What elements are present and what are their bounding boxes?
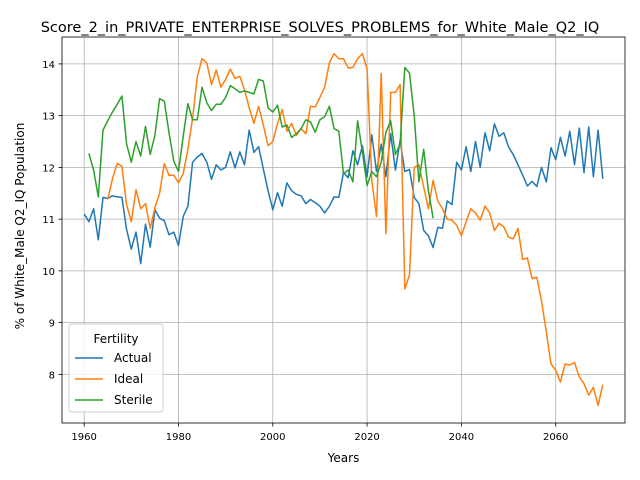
series-line-ideal [106, 52, 604, 407]
series-line-sterile [88, 66, 434, 219]
x-tick-label: 1960 [71, 432, 96, 443]
legend-title: Fertility [93, 332, 138, 346]
legend-label-ideal: Ideal [114, 372, 143, 386]
legend-box [68, 323, 164, 413]
y-tick-label: 13 [42, 112, 55, 123]
x-tick-label: 2040 [449, 432, 474, 443]
y-tick-label: 10 [42, 267, 55, 278]
axis-ticks: 1960 1980 2000 2020 2040 2060 8 9 10 11 12 13 14 [42, 60, 568, 443]
y-tick-label: 14 [42, 60, 55, 71]
legend-label-sterile: Sterile [114, 393, 153, 407]
chart-title: Score_2_in_PRIVATE_ENTERPRISE_SOLVES_PRO… [41, 20, 600, 36]
y-tick-label: 12 [42, 163, 55, 174]
x-tick-label: 2000 [260, 432, 285, 443]
y-tick-label: 8 [49, 370, 55, 381]
legend-label-actual: Actual [114, 351, 152, 365]
y-axis-label: % of White_Male Q2_IQ Population [13, 123, 27, 330]
x-axis-label: Years [327, 451, 360, 465]
legend: Fertility Actual Ideal Sterile [68, 323, 164, 413]
plot-frame [61, 36, 626, 424]
y-tick-label: 11 [42, 215, 55, 226]
x-tick-label: 2020 [354, 432, 379, 443]
legend-entries: Actual Ideal Sterile [75, 351, 153, 407]
y-tick-label: 9 [49, 319, 55, 330]
series-lines [83, 52, 604, 407]
x-tick-label: 2060 [543, 432, 568, 443]
x-tick-label: 1980 [166, 432, 191, 443]
